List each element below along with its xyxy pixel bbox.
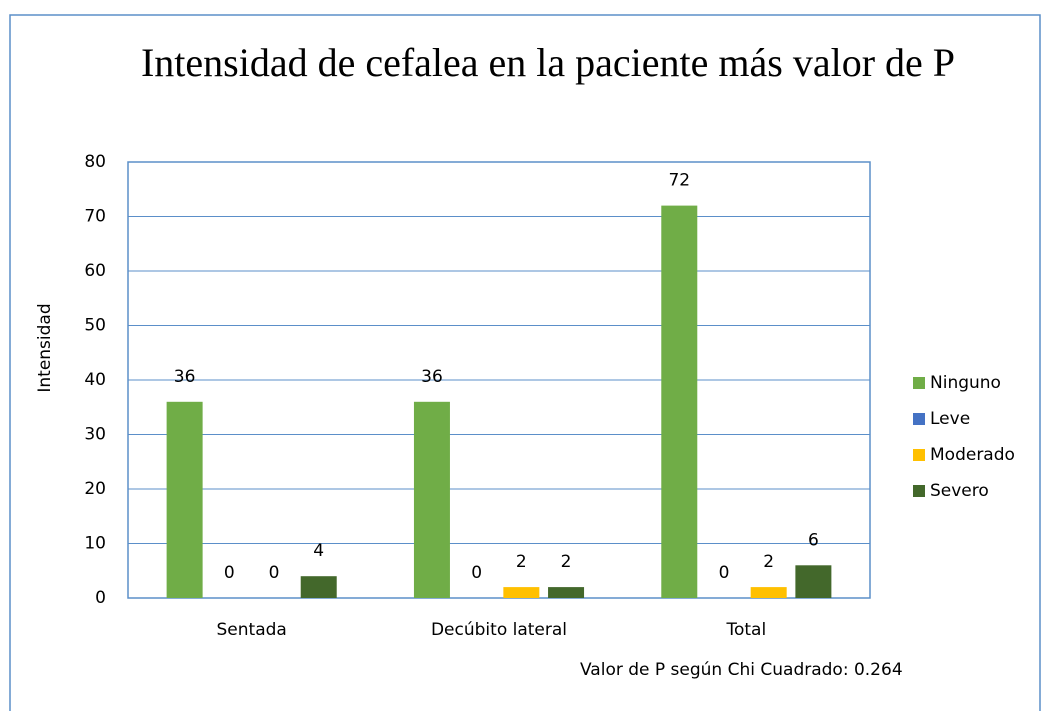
y-tick-label: 70 xyxy=(84,207,106,227)
y-tick-label: 20 xyxy=(84,479,106,499)
data-label: 0 xyxy=(719,563,730,583)
y-tick-label: 50 xyxy=(84,316,106,336)
x-tick-label: Total xyxy=(725,620,766,640)
plot-border xyxy=(127,161,871,599)
bar xyxy=(503,587,540,598)
x-tick-label: Sentada xyxy=(217,620,287,640)
legend-swatch xyxy=(913,377,925,389)
bar xyxy=(166,401,203,598)
x-tick-label: Decúbito lateral xyxy=(431,620,567,640)
y-tick-label: 80 xyxy=(84,152,106,172)
bar xyxy=(548,587,585,598)
data-label: 0 xyxy=(471,563,482,583)
y-tick-label: 0 xyxy=(95,588,106,608)
legend-label: Leve xyxy=(930,409,970,429)
annotation: Valor de P según Chi Cuadrado: 0.264 xyxy=(580,660,903,680)
chart-title: Intensidad de cefalea en la paciente más… xyxy=(140,40,956,85)
y-tick-label: 60 xyxy=(84,261,106,281)
legend-swatch xyxy=(913,485,925,497)
bar xyxy=(661,205,698,598)
data-label: 0 xyxy=(224,563,235,583)
legend-swatch xyxy=(913,413,925,425)
legend-label: Ninguno xyxy=(930,373,1001,393)
data-label: 4 xyxy=(313,541,324,561)
data-label: 72 xyxy=(668,171,690,191)
bar xyxy=(750,587,787,598)
chart-border xyxy=(9,14,1041,711)
data-label: 0 xyxy=(269,563,280,583)
legend-label: Moderado xyxy=(930,445,1015,465)
legend-label: Severo xyxy=(930,481,989,501)
y-tick-label: 40 xyxy=(84,370,106,390)
bar xyxy=(795,565,832,598)
y-tick-label: 30 xyxy=(84,425,106,445)
legend-swatch xyxy=(913,449,925,461)
data-label: 2 xyxy=(516,552,527,572)
y-tick-label: 10 xyxy=(84,534,106,554)
bar xyxy=(300,576,337,598)
data-label: 36 xyxy=(421,367,443,387)
data-label: 2 xyxy=(561,552,572,572)
data-label: 6 xyxy=(808,530,819,550)
data-label: 36 xyxy=(174,367,196,387)
data-label: 2 xyxy=(763,552,774,572)
y-axis-label: Intensidad xyxy=(35,303,55,392)
bar xyxy=(413,401,450,598)
